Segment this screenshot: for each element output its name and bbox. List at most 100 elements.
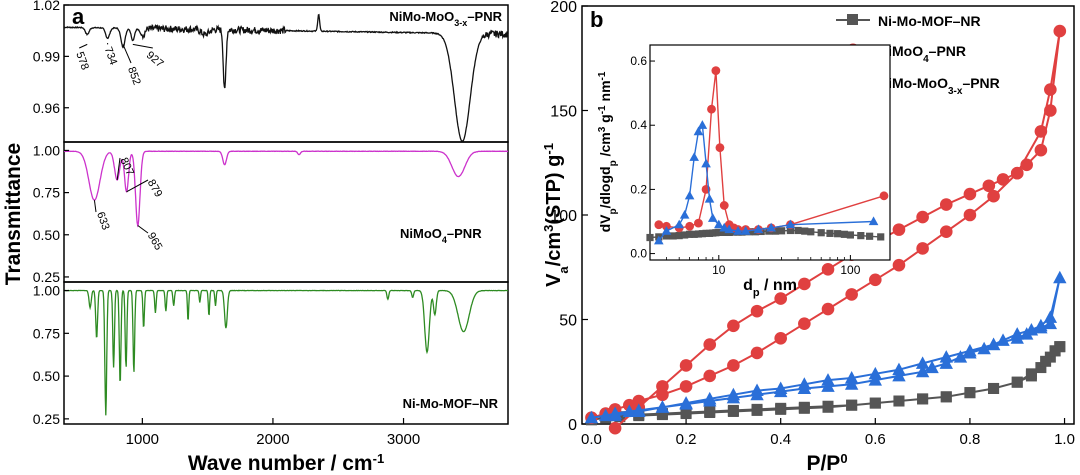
data-point [798,401,810,413]
inset-data-point [654,235,664,245]
ytick-label: 1.00 [33,142,60,158]
data-point [679,396,693,409]
peak-annotation-label: 633 [94,210,112,231]
inset-data-point [817,229,825,237]
xtick-label: 1.0 [1054,431,1075,448]
data-point [869,397,881,409]
inset-data-point [707,213,718,222]
data-point [892,223,906,236]
subplot-label-mof: Ni-Mo-MOF–NR [403,396,499,411]
data-point [726,387,741,401]
data-point [916,210,929,224]
data-point [774,292,787,305]
data-point [773,381,788,394]
data-point [655,400,670,413]
inset-data-point [693,126,704,136]
data-point [727,319,740,333]
peak-annotation-label: 879 [145,178,165,200]
inset-data-point [661,226,672,235]
data-point [798,317,811,330]
data-point [750,383,764,397]
legend-label-nimo-moo3: NiMo-MoO3-x–PNR [878,75,1000,97]
data-point [1053,270,1067,284]
ytick-label: 0.50 [33,368,60,384]
data-point [608,421,622,435]
inset-data-point [715,143,725,153]
ytick-label: 1.02 [33,0,60,13]
legend-marker-mof [847,14,858,25]
data-point [939,350,953,363]
peak-annotation-label: 578 [73,50,91,71]
data-point [1044,83,1057,96]
xtick-label: 0.4 [770,431,791,448]
data-point [844,371,859,384]
data-point [1044,104,1057,117]
inset-data-point [646,233,654,242]
data-point [917,393,929,405]
inset-data-point [738,228,746,236]
data-point [751,403,763,415]
inset-data-point [704,193,715,203]
inset-data-point [654,220,664,230]
inset-data-point [681,231,689,239]
peak-annotation-label: 852 [125,65,143,86]
data-point [963,343,977,357]
inset-data-point [807,228,815,236]
data-point [656,408,668,420]
data-point [915,364,930,378]
inset-axis-label-y: dVp/dlogdp /cm3 g-1 nm-1 [597,71,619,232]
data-point [939,225,953,239]
inset-ytick-label: 0.0 [630,247,647,261]
data-point [963,187,977,201]
inset-data-point [786,226,794,235]
data-point [679,359,693,372]
inset-data-point [698,230,706,238]
data-point [797,377,812,390]
data-point [869,273,882,287]
data-point [821,263,835,276]
legend-label-nimoo4: NiMoO4–PNR [878,43,966,65]
inset-pore-size: 10 100 0.0 0.2 0.4 0.6 dp / nm dVp/dlogdp /cm… [597,44,891,299]
data-point [977,341,991,355]
inset-axis-label-x: dp / nm [743,277,797,299]
data-point [1019,327,1034,340]
inset-data-point [711,66,721,76]
data-point [822,400,834,412]
inset-data-point [669,232,677,240]
panel-label-a: a [72,4,85,29]
data-point [1025,368,1037,380]
ytick-label: 0 [568,417,577,434]
data-point [915,356,930,369]
inset-data-point [679,209,690,219]
data-point [608,408,622,422]
ytick-label: 1.00 [33,283,60,299]
data-point [584,410,599,424]
spectrum-line [63,289,509,416]
inset-data-point [685,221,695,231]
inset-data-point [868,216,879,226]
inset-data-point [689,152,699,161]
data-point [750,346,764,360]
inset-data-point [720,228,728,237]
inset-data-point [715,228,723,237]
inset-data-point [879,191,889,201]
peak-annotation-line [132,43,153,49]
data-point [1049,345,1061,357]
ytick-label: 0.25 [33,269,60,285]
data-point [1011,376,1023,388]
ytick-label: 0.96 [33,100,60,116]
ytick-label: 100 [550,208,577,225]
data-point [1034,125,1048,138]
data-point [939,356,953,369]
inset-data-point [690,230,698,238]
ytick-label: 0.99 [33,48,60,64]
peak-annotation-label: 965 [145,231,165,253]
xtick-label: 3000 [387,431,420,448]
inset-data-point [707,104,716,114]
data-point [821,302,835,316]
inset-data-point [675,232,683,240]
data-point [750,304,764,318]
data-point [774,332,787,345]
inset-data-point [866,232,874,240]
data-point [656,380,669,393]
